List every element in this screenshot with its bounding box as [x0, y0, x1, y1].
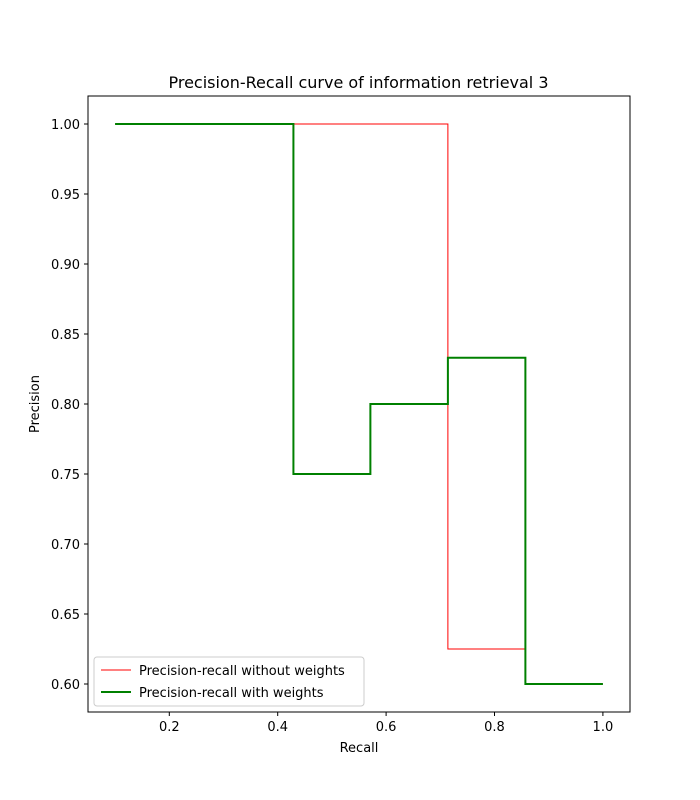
y-tick-label: 0.85	[51, 328, 80, 343]
y-tick-label: 0.90	[51, 258, 80, 273]
x-axis: 0.2 0.4 0.6 0.8 1.0	[159, 712, 613, 735]
y-tick-label: 0.70	[51, 538, 80, 553]
x-axis-label: Recall	[340, 741, 379, 756]
y-tick-label: 0.65	[51, 608, 80, 623]
series-layer	[115, 123, 603, 685]
y-axis-label: Precision	[28, 375, 43, 433]
legend-label-with-weights: Precision-recall with weights	[139, 686, 324, 701]
chart-title: Precision-Recall curve of information re…	[168, 73, 548, 92]
x-tick-label: 0.8	[484, 720, 505, 735]
y-tick-label: 0.80	[51, 398, 80, 413]
x-tick-label: 0.2	[159, 720, 180, 735]
y-tick-label: 1.00	[51, 118, 80, 133]
series-line-1	[115, 123, 603, 685]
legend-label-without-weights: Precision-recall without weights	[139, 664, 345, 679]
legend-box	[93, 656, 365, 707]
legend: Precision-recall without weights Precisi…	[93, 656, 365, 707]
y-tick-label: 0.95	[51, 188, 80, 203]
y-tick-label: 0.60	[51, 678, 80, 693]
x-tick-label: 0.6	[376, 720, 397, 735]
x-tick-label: 1.0	[593, 720, 614, 735]
y-tick-label: 0.75	[51, 468, 80, 483]
x-tick-label: 0.4	[267, 720, 288, 735]
y-axis: 0.60 0.65 0.70 0.75 0.80 0.85 0.90 0.95 1.00	[51, 118, 88, 693]
